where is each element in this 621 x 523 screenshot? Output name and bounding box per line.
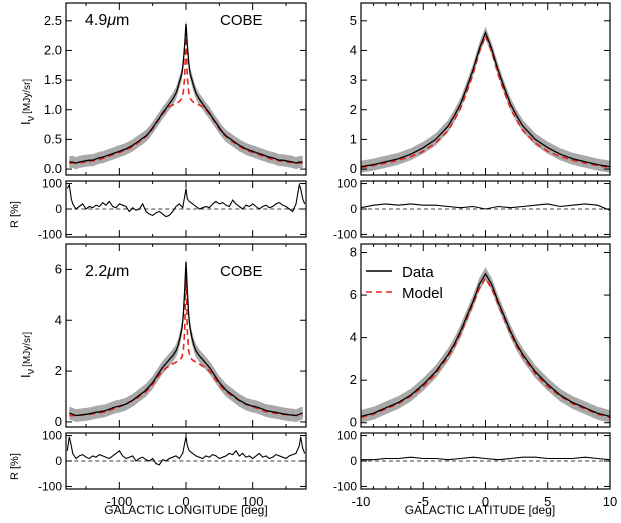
ytick-label: 4 (350, 42, 357, 57)
ytick-label: 2.5 (44, 13, 62, 28)
ytick-label: 0 (350, 202, 357, 216)
axes-frame (65, 432, 307, 490)
ytick-label: 2.0 (44, 42, 62, 57)
ytick-label: -100 (38, 227, 62, 241)
ytick-label: -100 (38, 479, 62, 493)
error-band (361, 26, 610, 173)
panel-lon22: 0 2 4 6 (55, 243, 307, 429)
ytick-label: 2 (350, 372, 357, 387)
xtick-label: -5 (417, 494, 429, 509)
ytick-label: 0.5 (44, 131, 62, 146)
legend-model-label: Model (402, 285, 443, 302)
ytick-label: 8 (350, 245, 357, 260)
ytick-label: 2 (55, 363, 62, 378)
series-data (66, 436, 306, 466)
plot-panels: 0.00.51.01.52.02.5-1000100012345-1000100… (38, 2, 617, 509)
legend-data-label: Data (402, 264, 434, 281)
xtick-label: 5 (544, 494, 551, 509)
ytick-label: 1.5 (44, 72, 62, 87)
xtick-label: 100 (242, 494, 264, 509)
plot-area-lat22 (361, 267, 610, 423)
ytick-label: 6 (55, 261, 62, 276)
series-data (69, 261, 303, 417)
panel-lat49: 0 1 2 3 4 5 (350, 2, 611, 176)
ylabel-resid-top: R [%] (9, 201, 21, 228)
error-band (361, 267, 610, 423)
series-data (69, 23, 303, 164)
ytick-label: 4 (55, 312, 62, 327)
series-model (361, 33, 610, 169)
plot-area-lon22 (69, 255, 303, 422)
ytick-label: 0 (350, 454, 357, 468)
xtick-label: 0 (182, 494, 189, 509)
xlabel-longitude: GALACTIC LONGITUDE [deg] (104, 503, 267, 517)
ytick-label: 5 (350, 13, 357, 28)
ytick-label: 0.0 (44, 161, 62, 176)
band-label-49: 4.9μm (85, 12, 129, 29)
xtick-label: 10 (603, 494, 617, 509)
panel-lon49: 0.0 0.5 1.0 1.5 2.0 2.5 (44, 2, 307, 176)
series-data (361, 203, 610, 211)
ytick-label: 1.0 (44, 102, 62, 117)
plot-area-lat49 (361, 26, 610, 173)
series-data (66, 182, 306, 218)
series-model (69, 26, 303, 164)
ytick-label: 0 (55, 202, 62, 216)
ytick-label: 1 (350, 131, 357, 146)
ytick-label: -100 (333, 227, 357, 241)
instrument-label-49: COBE (220, 12, 263, 29)
series-data (361, 272, 610, 418)
xtick-label: -10 (352, 494, 371, 509)
ytick-label: 4 (350, 330, 357, 345)
ytick-label: 100 (337, 429, 357, 443)
ylabel-main-bottom: Iν[MJy/sr] (18, 332, 37, 378)
panel-res_lon22: -100 0 100 -100 0 100 (38, 429, 307, 509)
plot-area-res_lat22 (361, 456, 610, 462)
ytick-label: 0 (55, 414, 62, 429)
xtick-label: 0 (482, 494, 489, 509)
plot-area-lon49 (69, 17, 303, 170)
instrument-label-22: COBE (220, 263, 263, 280)
ytick-label: 0 (350, 161, 357, 176)
xlabel-latitude: GALACTIC LATITUDE [deg] (405, 503, 556, 517)
ytick-label: 0 (55, 454, 62, 468)
band-label-22: 2.2μm (85, 263, 129, 280)
ytick-label: 6 (350, 287, 357, 302)
ytick-label: 100 (42, 429, 62, 443)
xtick-label: -100 (106, 494, 132, 509)
series-data (361, 30, 610, 168)
series-data (361, 456, 610, 461)
ytick-label: 100 (42, 177, 62, 191)
ylabel-main-top: Iν[MJy/sr] (18, 79, 37, 125)
series-model (69, 269, 303, 417)
panel-lat22: 0 2 4 6 8 (350, 243, 611, 430)
plot-area-res_lat49 (361, 203, 610, 211)
plot-area-res_lon49 (66, 182, 306, 218)
panel-res_lat49: -100 0 100 (333, 177, 611, 241)
ytick-label: 0 (350, 415, 357, 430)
series-model (361, 276, 610, 419)
panel-res_lon49: -100 0 100 (38, 177, 307, 241)
ylabel-resid-bottom: R [%] (9, 453, 21, 480)
ytick-label: -100 (333, 479, 357, 493)
ytick-label: 2 (350, 102, 357, 117)
legend: Data Model (366, 264, 443, 302)
plot-area-res_lon22 (66, 436, 306, 466)
ytick-label: 100 (337, 177, 357, 191)
panel-res_lat22: -100 0 100 -10 -5 0 5 10 (333, 429, 617, 509)
ytick-label: 3 (350, 72, 357, 87)
